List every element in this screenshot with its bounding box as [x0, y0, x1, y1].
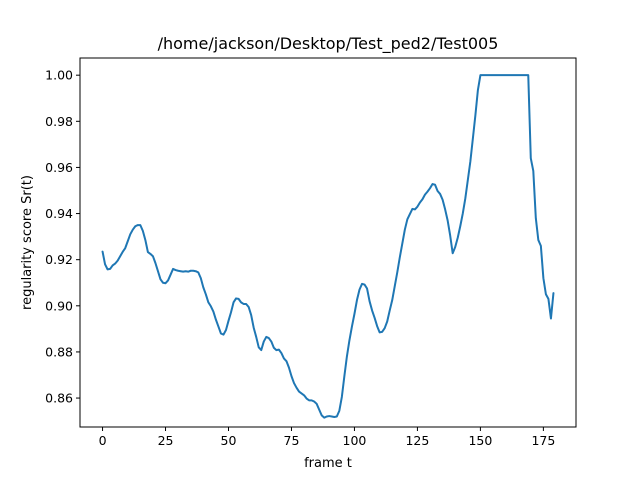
x-axis-label: frame t	[304, 456, 352, 471]
chart-title: /home/jackson/Desktop/Test_ped2/Test005	[158, 34, 499, 54]
y-tick-label: 0.88	[45, 344, 73, 359]
y-tick-label: 0.96	[45, 160, 73, 175]
x-tick-label: 150	[468, 433, 492, 448]
tick-layer: 0 25 50 75 100 125 150 175 0.86 0.88 0.90 0.92 0.94 0…	[45, 68, 555, 448]
x-tick-label: 125	[405, 433, 429, 448]
y-tick-label: 0.94	[45, 206, 73, 221]
x-tick-label: 25	[158, 433, 174, 448]
x-tick-label: 100	[343, 433, 367, 448]
x-tick-label: 50	[221, 433, 237, 448]
y-tick-label: 0.86	[45, 391, 73, 406]
plot-frame	[79, 57, 577, 428]
x-tick-label: 75	[284, 433, 300, 448]
x-tick-label: 0	[99, 433, 107, 448]
x-tick-label: 175	[531, 433, 555, 448]
y-tick-label: 1.00	[45, 68, 73, 83]
y-tick-label: 0.92	[45, 252, 73, 267]
series-line	[101, 74, 555, 419]
y-tick-label: 0.98	[45, 114, 73, 129]
y-tick-label: 0.90	[45, 298, 73, 313]
y-axis-label: regularity score Sr(t)	[20, 175, 35, 310]
